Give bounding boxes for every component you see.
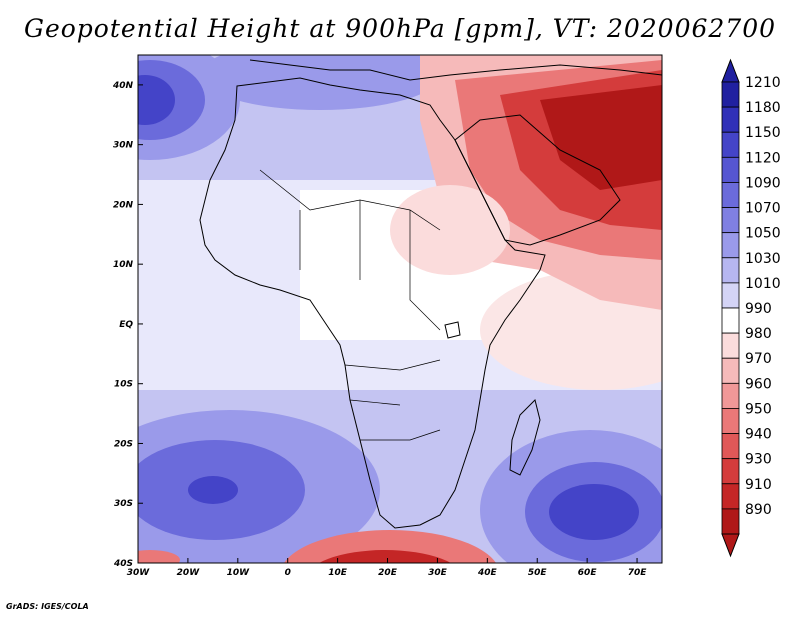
arabia-coastline — [454, 114, 621, 246]
y-tick-label: 10S — [114, 380, 133, 390]
azores-high-core — [138, 75, 175, 125]
sw-corner-low — [138, 550, 180, 563]
x-tick-label: 40E — [477, 568, 498, 578]
colorbar-label: 890 — [745, 502, 772, 518]
colorbar-label: 960 — [745, 376, 772, 392]
colorbar-label: 940 — [745, 427, 772, 443]
x-tick-label: 50E — [528, 568, 548, 578]
colorbar-label: 1090 — [745, 175, 781, 191]
x-tick-label: 20W — [177, 568, 201, 578]
x-tick-label: 30E — [428, 568, 448, 578]
y-tick-label: 40S — [113, 559, 133, 569]
colorbar-swatch — [721, 81, 740, 108]
colorbar-swatch — [721, 508, 740, 535]
colorbar-swatch — [721, 332, 740, 359]
colorbar-swatch — [721, 307, 740, 334]
y-tick-label: 30S — [114, 499, 133, 509]
europe-coastline — [249, 59, 662, 81]
x-tick-label: 10E — [328, 568, 348, 578]
sudan-pink — [390, 185, 510, 275]
grads-credit: GrADS: IGES/COLA — [6, 602, 89, 611]
colorbar-swatch — [721, 408, 740, 434]
colorbar-swatch — [721, 433, 740, 460]
colorbar-label: 980 — [745, 326, 772, 342]
y-tick-label: 40N — [112, 81, 134, 91]
colorbar-label: 990 — [745, 301, 772, 317]
colorbar: 1210 1180 1150 1120 1090 1070 1050 1030 1010 990 9… — [721, 58, 781, 558]
st-helena-high-core — [188, 476, 238, 504]
colorbar-label: 1120 — [745, 150, 781, 166]
x-tick-label: 30W — [127, 568, 151, 578]
colorbar-swatch — [721, 257, 740, 284]
colorbar-label: 950 — [745, 401, 772, 417]
southern-low-core — [319, 550, 451, 563]
chart-title: Geopotential Height at 900hPa [gpm], VT:… — [23, 14, 777, 43]
colorbar-label: 1010 — [745, 276, 781, 292]
x-tick-label: 0 — [285, 568, 291, 578]
colorbar-swatch — [721, 156, 740, 183]
y-tick-label: 30N — [113, 141, 134, 151]
coastlines — [199, 59, 662, 529]
colorbar-swatch — [721, 458, 740, 485]
y-tick-label: 20S — [114, 439, 133, 449]
y-tick-label: EQ — [119, 320, 133, 330]
colorbar-swatch — [721, 357, 740, 384]
colorbar-swatch — [721, 382, 740, 409]
height-field — [138, 55, 662, 563]
colorbar-label: 1070 — [745, 201, 781, 217]
x-tick-label: 10W — [227, 568, 251, 578]
lake-victoria — [444, 321, 461, 339]
africa-borders — [259, 169, 441, 441]
colorbar-swatch — [721, 232, 740, 259]
colorbar-swatch — [721, 282, 740, 309]
colorbar-swatch — [721, 131, 740, 158]
colorbar-label: 1030 — [745, 251, 781, 267]
colorbar-label: 970 — [745, 351, 772, 367]
mascarene-high-core — [549, 484, 639, 540]
colorbar-label: 910 — [745, 477, 772, 493]
y-tick-label: 20N — [113, 200, 134, 210]
x-tick-label: 60E — [578, 568, 598, 578]
y-tick-label: 10N — [113, 260, 134, 270]
y-axis: 40N 30N 20N 10N EQ 10S 20S 30S 40S — [112, 81, 143, 569]
colorbar-swatch — [721, 106, 740, 133]
madagascar-coastline — [509, 399, 541, 476]
heat-low-core — [540, 85, 662, 190]
colorbar-label: 930 — [745, 452, 772, 468]
colorbar-label: 1210 — [745, 75, 781, 91]
southern-low-outer — [283, 530, 497, 563]
colorbar-top-arrow — [721, 58, 740, 83]
x-tick-label: 20E — [378, 568, 398, 578]
colorbar-swatch — [721, 182, 740, 208]
colorbar-bottom-arrow — [721, 533, 740, 558]
map-frame — [137, 54, 663, 564]
x-tick-label: 70E — [628, 568, 648, 578]
colorbar-label: 1050 — [745, 226, 781, 242]
colorbar-swatch — [721, 483, 740, 510]
colorbar-swatch — [721, 207, 740, 234]
x-axis: 30W 20W 10W 0 10E 20E 30E 40E 50E 60E 70E — [127, 558, 647, 578]
colorbar-label: 1180 — [745, 100, 781, 116]
colorbar-label: 1150 — [745, 125, 781, 141]
